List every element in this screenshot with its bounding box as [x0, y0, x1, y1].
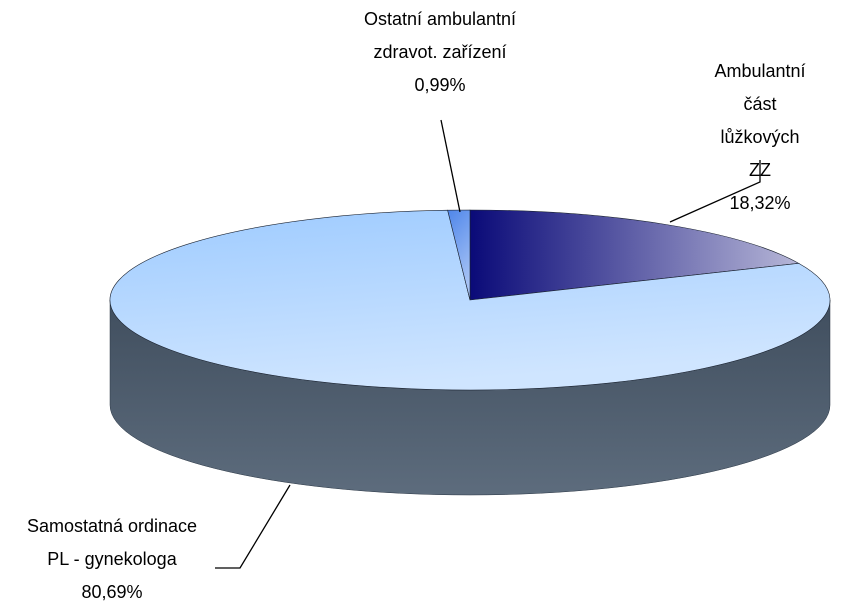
leader-line [215, 484, 291, 569]
data-label: Ostatní ambulantní zdravot. zařízení 0,99… [364, 3, 516, 102]
slice [447, 209, 471, 301]
value-label: 0,99% [414, 75, 466, 95]
value-label: 18,32% [729, 193, 791, 213]
data-label: Ambulantní část lůžkových ZZ 18,32% [714, 55, 805, 220]
slice [469, 209, 800, 301]
data-label: Samostatná ordinace PL - gynekologa 80,69… [27, 510, 197, 608]
leader-line [440, 119, 461, 213]
category-label: Ostatní ambulantní zdravot. zařízení [363, 9, 517, 62]
leader-line [669, 160, 761, 223]
value-label: 80,69% [81, 582, 143, 602]
slice [109, 209, 831, 391]
category-label: Ambulantní část lůžkových ZZ [714, 61, 806, 180]
category-label: Samostatná ordinace PL - gynekologa [26, 516, 198, 569]
